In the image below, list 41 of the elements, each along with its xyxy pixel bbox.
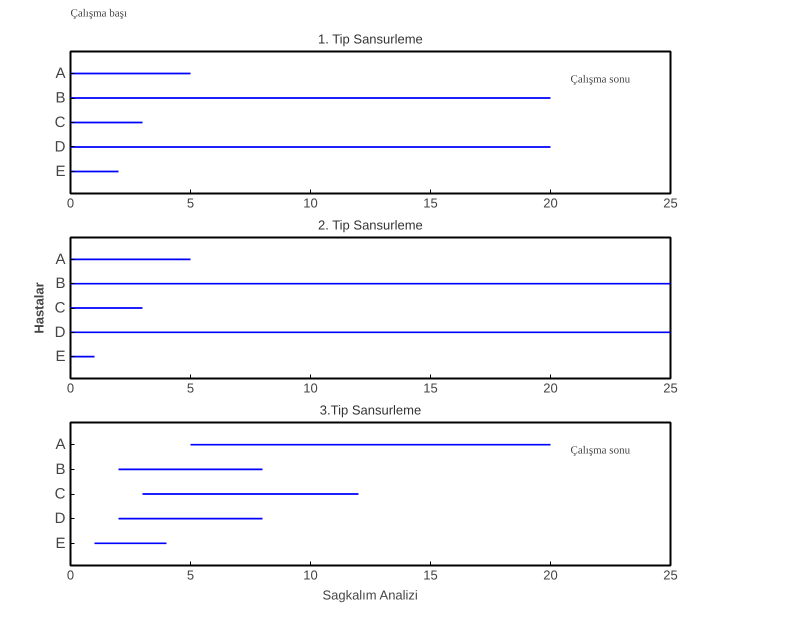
- x-tick-label: 5: [186, 568, 194, 582]
- y-tick-label: A: [55, 436, 66, 454]
- text: Çalışma başı: [70, 8, 128, 20]
- y-tick-label: D: [54, 324, 66, 341]
- x-tick-label: 0: [66, 568, 74, 582]
- x-tick-label: 15: [423, 196, 438, 210]
- x-tick-label: 0: [66, 380, 74, 396]
- y-tick-label: A: [55, 65, 66, 82]
- chart-title: 3.Tip Sansurleme: [320, 402, 422, 418]
- chart-title: 1. Tip Sansurleme: [318, 32, 423, 46]
- x-tick-label: 25: [663, 380, 678, 396]
- annotation: Çalışma sonu: [570, 74, 631, 86]
- x-tick-label: 20: [543, 568, 558, 582]
- y-tick-label: A: [55, 250, 66, 268]
- x-tick-label: 15: [423, 568, 438, 582]
- x-tick-label: 10: [303, 196, 318, 210]
- y-tick-label: D: [54, 138, 66, 156]
- x-tick-label: 0: [66, 196, 74, 210]
- chart-title: 2. Tip Sansurleme: [318, 218, 423, 232]
- x-tick-label: 10: [303, 380, 318, 396]
- y-tick-label: B: [55, 275, 66, 292]
- y-tick-label: B: [55, 460, 66, 478]
- x-tick-label: 5: [186, 380, 194, 396]
- y-tick-label: C: [54, 114, 66, 131]
- y-tick-label: E: [55, 348, 66, 366]
- y-tick-label: C: [54, 486, 66, 502]
- y-tick-label: B: [55, 90, 66, 107]
- x-tick-label: 10: [303, 568, 318, 582]
- y-tick-label: C: [54, 300, 66, 316]
- x-tick-label: 5: [186, 196, 194, 210]
- y-tick-label: E: [55, 162, 66, 180]
- x-tick-label: 20: [543, 380, 558, 396]
- x-axis-title: Sagkalım Analizi: [322, 588, 418, 602]
- x-tick-label: 25: [663, 568, 678, 582]
- y-tick-label: E: [55, 534, 66, 552]
- y-axis-title: Hastalar: [32, 282, 47, 334]
- y-tick-label: D: [54, 510, 66, 528]
- x-tick-label: 20: [543, 196, 558, 210]
- x-tick-label: 15: [423, 380, 438, 396]
- x-tick-label: 25: [663, 196, 678, 210]
- annotation: Çalışma sonu: [570, 444, 631, 457]
